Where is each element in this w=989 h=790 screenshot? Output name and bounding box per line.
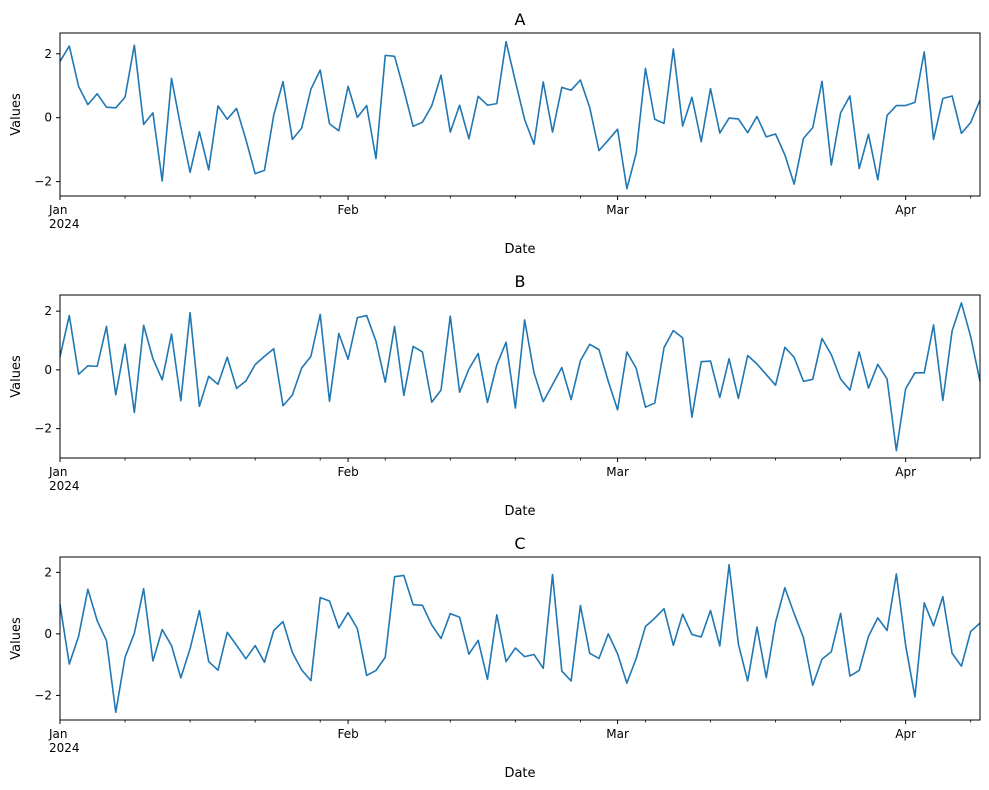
x-tick-label: Apr <box>895 727 916 741</box>
x-tick-label: Jan <box>48 727 68 741</box>
y-tick-label: 2 <box>44 304 52 318</box>
x-axis-label: Date <box>504 766 535 781</box>
x-tick-label: Apr <box>895 465 916 479</box>
y-tick-label: 2 <box>44 565 52 579</box>
series-line <box>59 563 981 714</box>
x-axis-label: Date <box>504 242 535 257</box>
y-tick-label: −2 <box>34 175 52 189</box>
y-tick-label: 0 <box>44 111 52 125</box>
y-axis-label: Values <box>9 93 24 136</box>
y-tick-label: −2 <box>34 422 52 436</box>
x-tick-label: Jan <box>48 203 68 217</box>
x-tick-label: Mar <box>606 203 629 217</box>
y-tick-label: 2 <box>44 47 52 61</box>
x-tick-label: Feb <box>337 203 358 217</box>
chart-title: B <box>515 272 526 291</box>
y-axis-label: Values <box>9 617 24 660</box>
series-line <box>59 40 981 190</box>
axes-frame <box>59 294 981 459</box>
x-tick-label: Feb <box>337 727 358 741</box>
x-tick-sublabel: 2024 <box>49 217 80 231</box>
y-tick-label: 0 <box>44 363 52 377</box>
x-tick-label: Jan <box>48 465 68 479</box>
x-tick-sublabel: 2024 <box>49 479 80 493</box>
x-tick-label: Apr <box>895 203 916 217</box>
axes-frame <box>59 32 981 197</box>
chart-title: A <box>515 10 526 29</box>
x-tick-sublabel: 2024 <box>49 741 80 755</box>
y-tick-label: 0 <box>44 627 52 641</box>
y-tick-label: −2 <box>34 688 52 702</box>
x-tick-label: Feb <box>337 465 358 479</box>
series-line <box>59 302 981 452</box>
x-axis-label: Date <box>504 504 535 519</box>
chart-title: C <box>514 534 525 553</box>
x-tick-label: Mar <box>606 727 629 741</box>
x-tick-label: Mar <box>606 465 629 479</box>
y-axis-label: Values <box>9 355 24 398</box>
axes-frame <box>59 556 981 721</box>
